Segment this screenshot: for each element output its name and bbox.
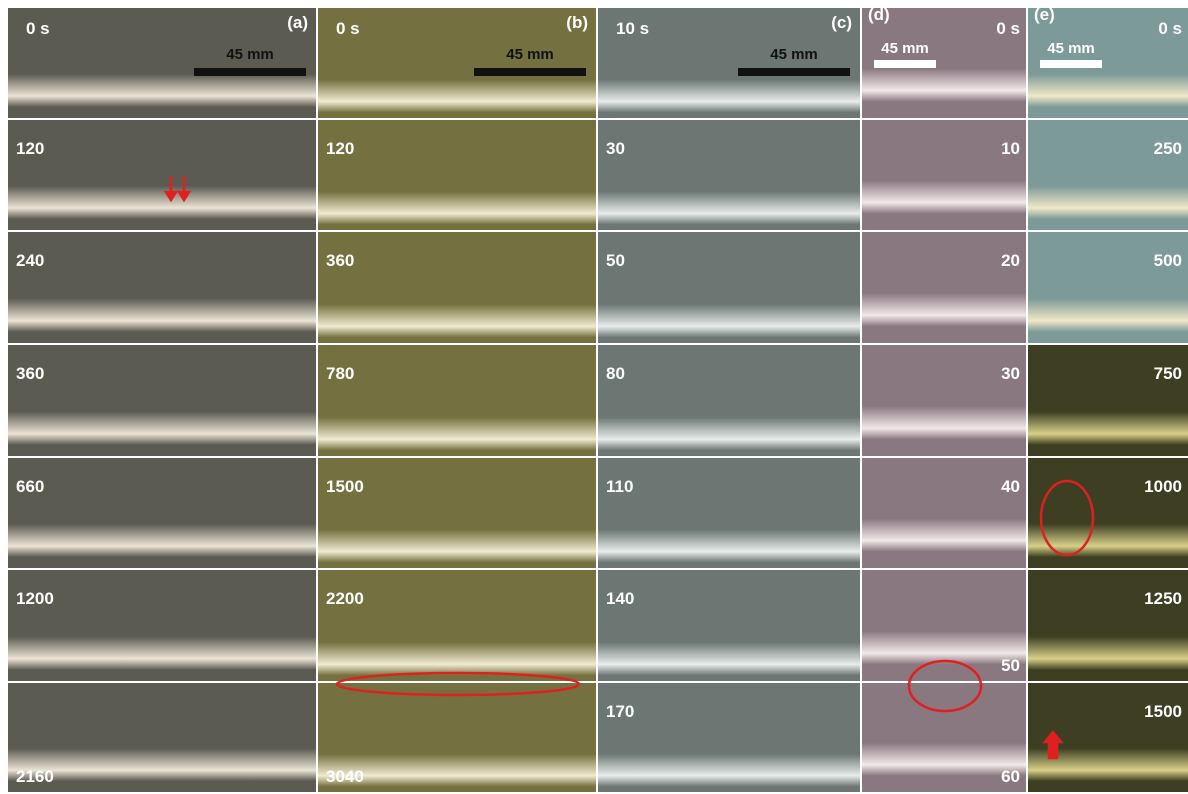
time-label: 660	[16, 478, 44, 496]
photo-frame	[1028, 570, 1188, 681]
photo-frame	[598, 683, 860, 792]
photo-frame	[318, 458, 596, 568]
photo-frame	[598, 570, 860, 681]
time-label: 360	[326, 252, 354, 270]
time-label: 0 s	[26, 20, 50, 38]
photo-frame	[1028, 345, 1188, 456]
photo-frame	[862, 345, 1026, 456]
photo-frame	[8, 8, 316, 118]
time-label: 250	[1154, 140, 1182, 158]
photo-frame	[318, 120, 596, 230]
photo-frame	[862, 232, 1026, 343]
time-label: 2160	[16, 768, 54, 786]
panel-label: (e)	[1034, 6, 1055, 24]
photo-frame	[318, 345, 596, 456]
panel-label: (d)	[868, 6, 890, 24]
photo-frame	[862, 120, 1026, 230]
scale-bar	[738, 68, 850, 76]
time-label: 10	[1001, 140, 1020, 158]
time-label: 140	[606, 590, 634, 608]
time-label: 30	[606, 140, 625, 158]
time-label: 3040	[326, 768, 364, 786]
photo-frame	[8, 683, 316, 792]
photo-frame	[8, 120, 316, 230]
time-label: 0 s	[996, 20, 1020, 38]
panel-label: (c)	[831, 14, 852, 32]
photo-frame	[598, 345, 860, 456]
scale-bar-text: 45 mm	[1040, 40, 1102, 57]
photo-frame	[8, 458, 316, 568]
photo-frame	[318, 8, 596, 118]
photo-frame	[8, 570, 316, 681]
time-label: 50	[606, 252, 625, 270]
photo-frame	[1028, 683, 1188, 792]
scale-bar	[474, 68, 586, 76]
time-label: 1250	[1144, 590, 1182, 608]
time-label: 30	[1001, 365, 1020, 383]
time-label: 500	[1154, 252, 1182, 270]
photo-frame	[1028, 458, 1188, 568]
photo-frame	[862, 458, 1026, 568]
time-label: 780	[326, 365, 354, 383]
photo-frame	[318, 570, 596, 681]
time-label: 40	[1001, 478, 1020, 496]
scale-bar	[194, 68, 306, 76]
figure: 0 s 120 240 360 660 1200 2160 (a) 45 mm 0 s 120 360…	[0, 0, 1188, 794]
scale-bar-text: 45 mm	[874, 40, 936, 57]
time-label: 750	[1154, 365, 1182, 383]
time-label: 1200	[16, 590, 54, 608]
time-label: 170	[606, 703, 634, 721]
time-label: 120	[16, 140, 44, 158]
photo-frame	[1028, 120, 1188, 230]
time-label: 0 s	[336, 20, 360, 38]
photo-frame	[598, 232, 860, 343]
time-label: 360	[16, 365, 44, 383]
time-label: 120	[326, 140, 354, 158]
time-label: 60	[1001, 768, 1020, 786]
scale-bar-text: 45 mm	[474, 46, 586, 63]
time-label: 240	[16, 252, 44, 270]
time-label: 50	[1001, 657, 1020, 675]
photo-frame	[598, 458, 860, 568]
photo-frame	[318, 232, 596, 343]
time-label: 0 s	[1158, 20, 1182, 38]
time-label: 1500	[1144, 703, 1182, 721]
scale-bar-text: 45 mm	[738, 46, 850, 63]
photo-frame	[8, 345, 316, 456]
time-label: 10 s	[616, 20, 649, 38]
panel-label: (b)	[566, 14, 588, 32]
scale-bar-text: 45 mm	[194, 46, 306, 63]
photo-frame	[8, 232, 316, 343]
photo-frame	[1028, 232, 1188, 343]
scale-bar	[1040, 60, 1102, 68]
photo-frame	[598, 120, 860, 230]
time-label: 1500	[326, 478, 364, 496]
time-label: 20	[1001, 252, 1020, 270]
time-label: 1000	[1144, 478, 1182, 496]
panel-label: (a)	[287, 14, 308, 32]
time-label: 80	[606, 365, 625, 383]
time-label: 2200	[326, 590, 364, 608]
scale-bar	[874, 60, 936, 68]
time-label: 110	[606, 478, 633, 496]
